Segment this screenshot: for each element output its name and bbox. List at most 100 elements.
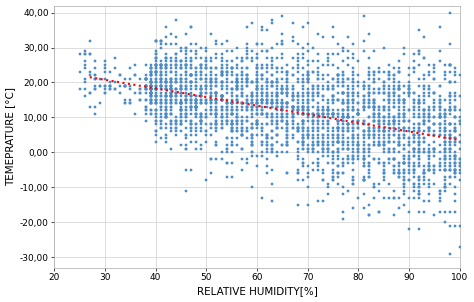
Point xyxy=(289,111,296,116)
Point xyxy=(355,143,362,148)
Point xyxy=(228,101,236,106)
Point xyxy=(218,111,225,116)
Point xyxy=(172,80,180,85)
Point xyxy=(167,59,174,64)
Point xyxy=(400,115,408,120)
Point xyxy=(339,80,347,85)
Point xyxy=(446,91,454,95)
Point xyxy=(426,118,433,123)
Point xyxy=(208,133,215,137)
Point xyxy=(152,122,159,127)
Point xyxy=(426,108,433,113)
Point xyxy=(91,73,99,78)
Point xyxy=(400,115,408,120)
Point xyxy=(416,52,423,57)
Point xyxy=(213,98,220,102)
Point xyxy=(152,84,159,88)
Point xyxy=(380,160,388,165)
Point xyxy=(213,80,220,85)
Point xyxy=(157,63,164,67)
Point xyxy=(228,111,236,116)
Point xyxy=(436,104,443,109)
Point xyxy=(324,104,332,109)
Point xyxy=(431,153,438,158)
Point xyxy=(365,98,373,102)
Point xyxy=(289,136,296,141)
Point xyxy=(355,111,362,116)
Point xyxy=(370,195,377,200)
Point xyxy=(334,140,342,144)
Point xyxy=(218,98,225,102)
Point xyxy=(86,91,93,95)
Point xyxy=(380,133,388,137)
Point xyxy=(264,80,271,85)
Point xyxy=(309,69,317,74)
Point xyxy=(218,126,225,130)
Point xyxy=(451,108,458,113)
Point xyxy=(390,126,398,130)
Point xyxy=(451,160,458,165)
Point xyxy=(233,84,241,88)
Point xyxy=(147,84,155,88)
Point xyxy=(273,122,281,127)
Point xyxy=(345,157,352,162)
Point xyxy=(253,76,261,81)
Point xyxy=(258,66,266,71)
Point xyxy=(162,91,170,95)
Point xyxy=(101,59,109,64)
Point xyxy=(370,182,377,186)
Point xyxy=(157,122,164,127)
Point xyxy=(456,223,464,228)
Point xyxy=(416,140,423,144)
Point xyxy=(248,126,256,130)
Point xyxy=(431,98,438,102)
Point xyxy=(446,42,454,47)
Point xyxy=(218,98,225,102)
Point xyxy=(375,66,383,71)
Point xyxy=(410,164,418,169)
Point xyxy=(441,182,448,186)
Point xyxy=(248,59,256,64)
Point xyxy=(142,84,149,88)
Point xyxy=(304,42,311,47)
Point xyxy=(147,87,155,92)
Point xyxy=(106,84,114,88)
Point xyxy=(405,66,413,71)
Point xyxy=(436,167,443,172)
Point xyxy=(213,66,220,71)
Point xyxy=(304,91,311,95)
Point xyxy=(81,87,89,92)
Point xyxy=(299,45,307,50)
Point xyxy=(314,108,322,113)
Point xyxy=(416,140,423,144)
Point xyxy=(451,104,458,109)
Point xyxy=(264,98,271,102)
Point xyxy=(314,140,322,144)
Point xyxy=(395,160,403,165)
Point xyxy=(420,84,428,88)
Point xyxy=(157,84,164,88)
Point xyxy=(182,59,190,64)
Point xyxy=(172,126,180,130)
Point xyxy=(436,111,443,116)
Point xyxy=(360,178,367,183)
Point xyxy=(182,69,190,74)
Point xyxy=(385,146,392,151)
Point xyxy=(349,143,357,148)
Point xyxy=(157,104,164,109)
Point xyxy=(248,94,256,99)
Point xyxy=(233,80,241,85)
Point xyxy=(314,126,322,130)
Point xyxy=(264,171,271,176)
Point xyxy=(314,140,322,144)
Point xyxy=(238,101,246,106)
Point xyxy=(192,80,200,85)
Point xyxy=(314,115,322,120)
Point xyxy=(365,76,373,81)
Point xyxy=(167,104,174,109)
Point xyxy=(106,69,114,74)
Point xyxy=(157,73,164,78)
Point xyxy=(253,126,261,130)
Point xyxy=(400,136,408,141)
Point xyxy=(390,167,398,172)
